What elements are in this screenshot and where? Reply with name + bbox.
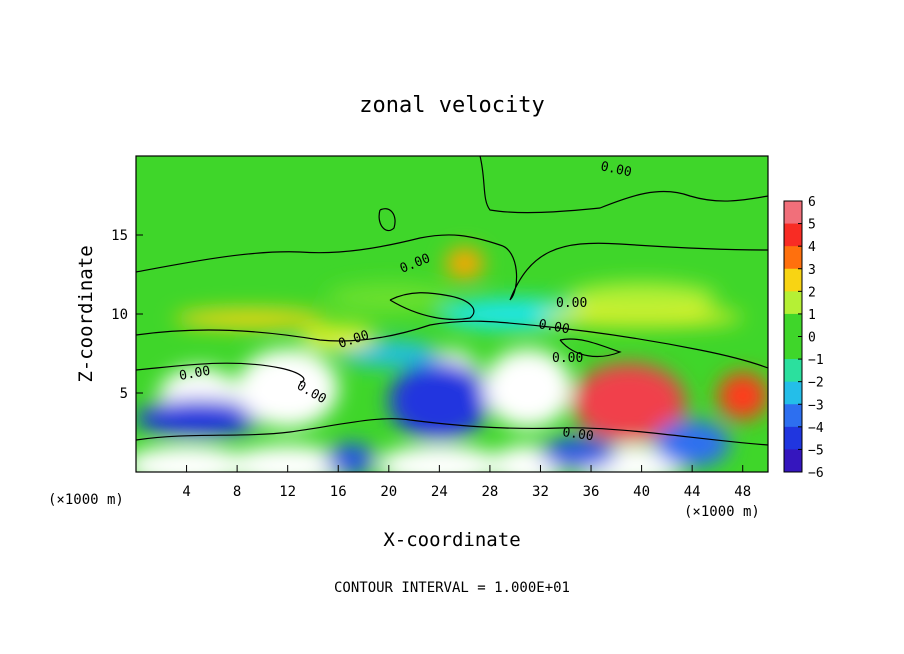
- field-cell: [136, 399, 263, 438]
- x-tick-label: 16: [330, 484, 347, 500]
- field-cell: [439, 298, 592, 330]
- field-cell: [300, 325, 377, 351]
- colorbar-swatch: [784, 426, 802, 450]
- x-tick-label: 20: [380, 484, 397, 500]
- x-units-right: (×1000 m): [684, 504, 760, 520]
- x-tick-label: 40: [633, 484, 650, 500]
- colorbar-tick-label: −5: [808, 443, 824, 458]
- x-tick-label: 36: [583, 484, 600, 500]
- y-axis-ticks: 5 10 15: [111, 228, 143, 402]
- colorbar-swatch: [784, 291, 802, 315]
- colorbar-tick-label: 0: [808, 331, 816, 346]
- y-axis-label: Z-coordinate: [75, 245, 97, 382]
- field-cell: [136, 445, 250, 472]
- x-axis-label: X-coordinate: [383, 529, 520, 551]
- contour-label: 0.00: [178, 364, 211, 384]
- colorbar-tick-label: −2: [808, 376, 824, 391]
- colorbar-tick-label: 2: [808, 285, 816, 300]
- colorbar-swatch: [784, 201, 802, 225]
- field-cell: [540, 437, 617, 469]
- contour-label: 0.00: [561, 425, 594, 444]
- x-tick-label: 8: [233, 484, 241, 500]
- field-cell: [565, 282, 718, 315]
- field-cell: [717, 372, 768, 420]
- colorbar-swatch: [784, 313, 802, 337]
- field-cell: [483, 348, 573, 428]
- field-cell: [376, 445, 503, 472]
- field-cell: [445, 247, 484, 280]
- colorbar-swatch: [784, 268, 802, 292]
- y-tick-label: 10: [111, 307, 128, 323]
- colorbar-tick-label: 5: [808, 218, 816, 233]
- colorbar-swatch: [784, 404, 802, 428]
- x-tick-label: 44: [684, 484, 701, 500]
- colorbar-swatch: [784, 246, 802, 270]
- colorbar-swatch: [784, 336, 802, 360]
- colorbar-tick-label: −6: [808, 466, 824, 481]
- x-tick-label: 48: [734, 484, 751, 500]
- x-tick-label: 24: [431, 484, 448, 500]
- chart-title: zonal velocity: [359, 93, 544, 118]
- colorbar-tick-label: 1: [808, 308, 816, 323]
- colorbar-tick-label: 4: [808, 240, 816, 255]
- colorbar-swatch: [784, 359, 802, 383]
- x-units-left: (×1000 m): [48, 492, 124, 508]
- field-cell: [224, 445, 351, 472]
- x-tick-label: 28: [481, 484, 498, 500]
- field-cell: [388, 361, 490, 441]
- contour-label: 0.00: [599, 159, 633, 180]
- field-cell: [173, 309, 326, 329]
- field-cell: [237, 348, 339, 428]
- field-cell: [325, 443, 377, 472]
- contour-label: 0.00: [537, 317, 570, 337]
- field-cell: [572, 362, 686, 442]
- x-axis-ticks: 4 8 12 16 20 24 28 32 36 40 44 48: [182, 465, 751, 500]
- field-cell: [325, 282, 452, 315]
- colorbar-swatch: [784, 381, 802, 405]
- colorbar-tick-label: −4: [808, 421, 824, 436]
- x-tick-label: 12: [279, 484, 296, 500]
- colorbar-tick-label: −1: [808, 353, 824, 368]
- colorbar-tick-label: −3: [808, 398, 824, 413]
- zero-contours: [136, 156, 768, 446]
- x-tick-label: 32: [532, 484, 549, 500]
- field-cell: [654, 419, 731, 468]
- field-cell: [338, 340, 440, 367]
- colorbar-swatch: [784, 449, 802, 473]
- y-tick-label: 15: [111, 228, 128, 244]
- y-tick-label: 5: [120, 386, 128, 402]
- field-cell: [540, 307, 743, 327]
- colorbar-swatch: [784, 223, 802, 247]
- x-tick-label: 4: [182, 484, 190, 500]
- colorbar-tick-label: 3: [808, 263, 816, 278]
- colorbar-tick-label: 6: [808, 195, 816, 210]
- contour-label: 0.00: [552, 351, 583, 366]
- contour-interval-note: CONTOUR INTERVAL = 1.000E+01: [334, 580, 570, 596]
- colorbar: 6 5 4 3 2 1 0 −1 −2 −3 −4 −5 −6: [783, 195, 824, 481]
- contour-label: 0.00: [556, 296, 587, 311]
- velocity-field: [136, 247, 768, 472]
